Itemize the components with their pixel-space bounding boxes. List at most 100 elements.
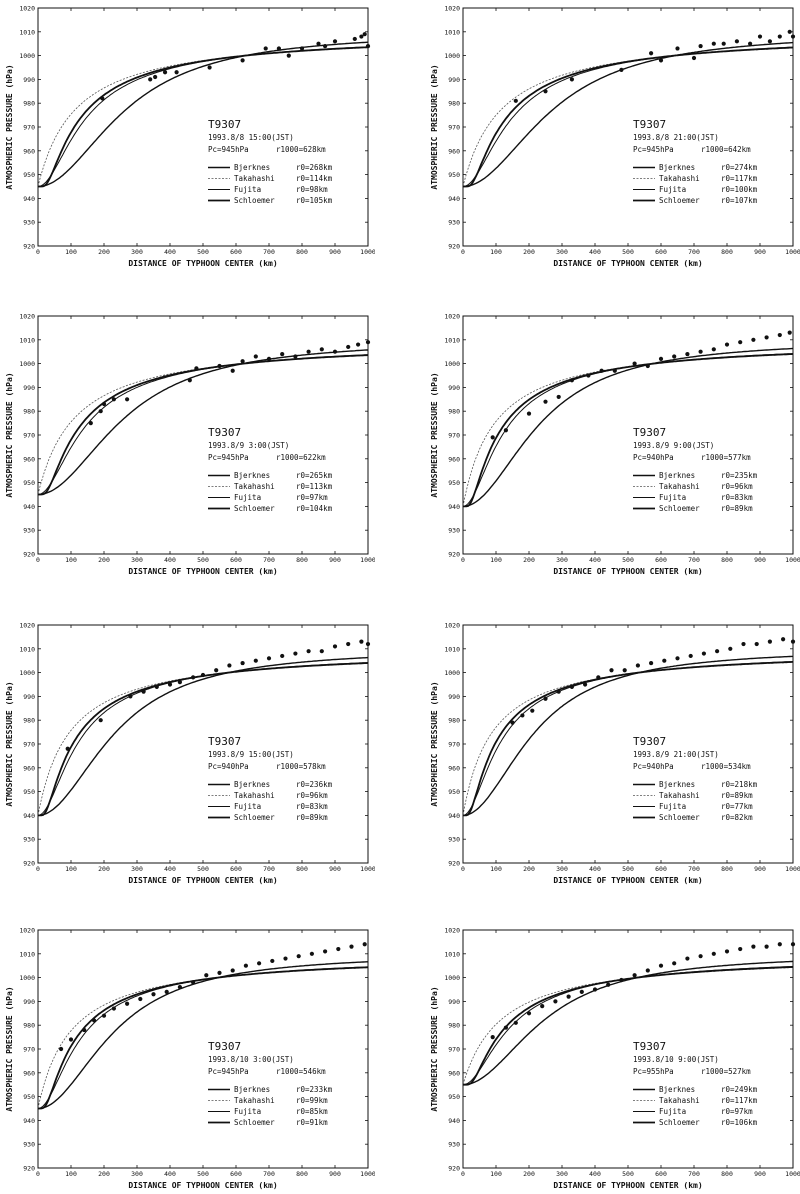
pressure-chart-8: 920 930 940 950 960 970 980 990 1000 1010 1020 0 100… [430, 927, 800, 1191]
x-axis-label: DISTANCE OF TYPHOON CENTER (km) [553, 567, 702, 576]
legend-param: r0=99km [296, 1096, 328, 1105]
central-pressure: Pc=945hPa [633, 145, 674, 154]
observed-point [177, 985, 182, 990]
observed-point [526, 411, 532, 416]
y-tick-label: 1020 [19, 622, 35, 630]
legend-param: r0=268km [296, 163, 333, 172]
observation-time: 1993.8/10 9:00(JST) [633, 1055, 719, 1064]
legend-param: r0=235km [721, 471, 758, 480]
observed-point [556, 689, 561, 694]
x-tick-label: 100 [490, 1170, 502, 1178]
x-tick-label: 200 [98, 865, 110, 873]
model-curve-bjerknes [38, 349, 368, 496]
observed-point [741, 641, 746, 647]
x-axis-label: DISTANCE OF TYPHOON CENTER (km) [128, 259, 277, 268]
legend-name: Takahashi [659, 482, 700, 491]
observed-point [82, 1027, 87, 1033]
legend-name: Takahashi [234, 174, 275, 183]
x-tick-label: 100 [490, 865, 502, 873]
model-curve-schloemer [38, 46, 368, 188]
legend-param: r0=218km [721, 780, 758, 789]
legend-param: r0=249km [721, 1085, 758, 1094]
y-tick-label: 980 [23, 408, 35, 416]
observed-point [359, 34, 364, 39]
x-axis-label: DISTANCE OF TYPHOON CENTER (km) [128, 567, 277, 576]
observed-point [257, 961, 262, 966]
legend-name: Fujita [659, 185, 686, 194]
x-tick-label: 600 [655, 248, 667, 256]
x-tick-label: 300 [556, 865, 568, 873]
r1000-radius: r1000=622km [276, 453, 326, 462]
y-tick-label: 960 [448, 147, 460, 155]
observed-point [592, 987, 598, 992]
observed-point [362, 32, 367, 37]
observed-point [253, 658, 258, 663]
observation-time: 1993.8/9 21:00(JST) [633, 750, 719, 759]
observed-point [685, 956, 690, 961]
y-tick-label: 970 [23, 432, 35, 440]
observed-point [151, 992, 156, 997]
y-tick-label: 990 [448, 998, 460, 1006]
x-tick-label: 0 [461, 248, 465, 256]
observed-point [701, 651, 706, 656]
observed-point [767, 639, 772, 644]
observed-point [59, 1046, 64, 1052]
x-tick-label: 100 [490, 248, 502, 256]
observed-point [553, 999, 558, 1004]
x-tick-label: 1000 [785, 248, 800, 256]
y-tick-label: 920 [23, 1165, 35, 1173]
observed-point [698, 43, 703, 49]
observed-point [543, 399, 548, 404]
observed-point [332, 349, 338, 354]
x-tick-label: 200 [98, 1170, 110, 1178]
y-axis-label: ATMOSPHERIC PRESSURE (hPa) [430, 986, 439, 1111]
model-curve-bjerknes [463, 41, 793, 188]
y-tick-label: 1010 [444, 950, 460, 958]
observed-point [513, 98, 518, 103]
y-tick-label: 960 [448, 764, 460, 772]
legend-param: r0=117km [721, 1096, 758, 1105]
y-tick-label: 970 [448, 124, 460, 132]
y-tick-label: 930 [448, 836, 460, 844]
observed-point [323, 949, 328, 954]
y-tick-label: 950 [448, 171, 460, 179]
observed-point [777, 34, 782, 39]
legend-param: r0=265km [296, 471, 333, 480]
x-tick-label: 900 [754, 865, 766, 873]
observed-point [685, 351, 690, 357]
y-tick-label: 920 [448, 1165, 460, 1173]
observed-point [217, 363, 222, 369]
y-tick-label: 950 [448, 479, 460, 487]
pressure-chart-4: 920 930 940 950 960 970 980 990 1000 1010 1020 0 100… [430, 313, 800, 577]
typhoon-id: T9307 [633, 735, 666, 748]
y-tick-label: 990 [448, 384, 460, 392]
x-tick-label: 300 [131, 556, 143, 564]
x-tick-label: 700 [263, 248, 275, 256]
legend-param: r0=89km [721, 504, 753, 513]
x-tick-label: 600 [230, 556, 242, 564]
observed-point [569, 684, 574, 689]
legend-param: r0=117km [721, 174, 758, 183]
observed-point [672, 354, 677, 359]
x-tick-label: 500 [197, 248, 209, 256]
observed-point [777, 942, 782, 947]
observed-point [98, 409, 103, 414]
y-tick-label: 1010 [19, 645, 35, 653]
x-tick-label: 500 [197, 1170, 209, 1178]
observed-point [738, 340, 743, 345]
model-curve-bjerknes [463, 347, 793, 508]
observed-point [319, 649, 324, 654]
x-tick-label: 700 [688, 865, 700, 873]
legend-name: Fujita [234, 802, 261, 811]
observed-point [125, 1001, 130, 1006]
r1000-radius: r1000=578km [276, 762, 326, 771]
x-tick-label: 0 [461, 1170, 465, 1178]
legend-param: r0=236km [296, 780, 333, 789]
y-tick-label: 930 [23, 527, 35, 535]
legend-param: r0=83km [296, 802, 328, 811]
observed-point [586, 373, 591, 378]
legend-name: Fujita [659, 493, 686, 502]
observed-point [243, 963, 248, 968]
x-tick-label: 600 [230, 248, 242, 256]
x-tick-label: 1000 [785, 865, 800, 873]
